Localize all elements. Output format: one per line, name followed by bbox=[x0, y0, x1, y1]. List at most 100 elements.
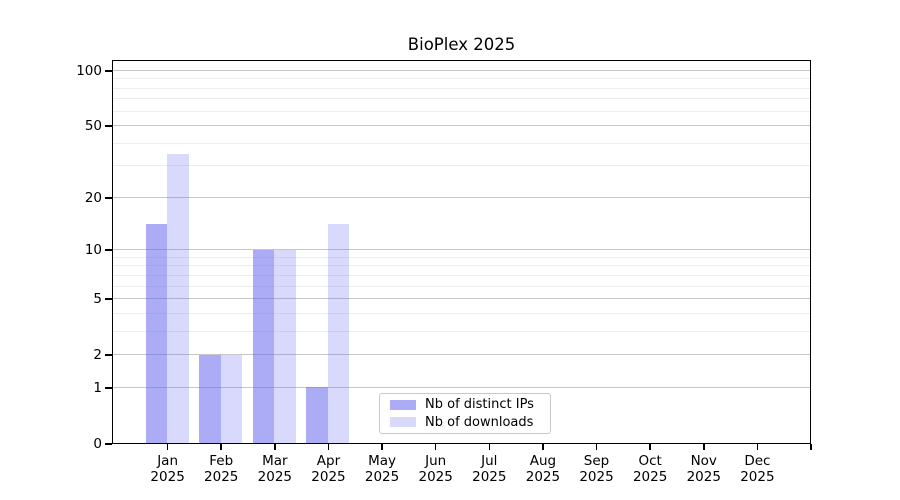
gridline-minor bbox=[113, 78, 811, 80]
x-tick-mark bbox=[274, 444, 276, 450]
x-tick-label-year: 2025 bbox=[204, 469, 239, 486]
x-tick-label-month: May bbox=[368, 453, 397, 469]
x-tick-label: Jan 2025 bbox=[135, 453, 201, 485]
y-tick-mark bbox=[105, 443, 113, 445]
y-tick-label: 20 bbox=[84, 189, 102, 206]
x-tick-label: Aug 2025 bbox=[510, 453, 576, 485]
y-tick-label: 10 bbox=[84, 242, 102, 259]
y-tick-label: 2 bbox=[93, 347, 102, 364]
plot-area bbox=[112, 60, 812, 445]
gridline-major bbox=[113, 125, 811, 127]
x-tick-mark bbox=[220, 444, 223, 450]
gridline-major bbox=[113, 249, 811, 251]
x-tick-label-year: 2025 bbox=[740, 469, 775, 486]
x-tick-label: Nov 2025 bbox=[671, 453, 737, 485]
gridline-major bbox=[113, 298, 811, 300]
x-tick-label-month: Feb bbox=[209, 453, 234, 469]
x-tick-mark bbox=[756, 444, 759, 450]
x-tick-mark bbox=[327, 444, 330, 450]
y-tick-label: 5 bbox=[93, 291, 102, 308]
y-tick-mark bbox=[105, 125, 113, 127]
x-tick-label-month: Mar bbox=[262, 453, 288, 469]
x-tick-mark bbox=[702, 444, 705, 450]
x-tick-label-year: 2025 bbox=[525, 469, 561, 486]
y-tick-mark bbox=[105, 249, 113, 251]
x-tick-label-month: Jan bbox=[157, 453, 179, 469]
y-tick-mark bbox=[105, 354, 113, 356]
x-tick-mark bbox=[434, 444, 437, 450]
gridline-minor bbox=[113, 165, 811, 167]
legend-swatch-downloads bbox=[390, 417, 416, 427]
x-tick-mark bbox=[595, 444, 598, 450]
bar-jan-downloads bbox=[167, 153, 189, 444]
y-tick-label: 100 bbox=[76, 62, 102, 79]
legend-swatch-distinct-ips bbox=[390, 400, 416, 410]
x-tick-mark bbox=[166, 444, 169, 450]
x-tick-label-month: Sep bbox=[583, 453, 610, 469]
x-tick-label-month: Oct bbox=[638, 453, 662, 469]
legend-item-distinct-ips: Nb of distinct IPs bbox=[380, 398, 550, 411]
legend-label-downloads: Nb of downloads bbox=[425, 414, 534, 430]
gridline-major bbox=[113, 69, 811, 71]
gridline-minor bbox=[113, 285, 811, 287]
x-tick-label: May 2025 bbox=[349, 453, 415, 485]
x-tick-label-month: Nov bbox=[690, 453, 717, 469]
x-tick-label: Jun 2025 bbox=[403, 453, 469, 485]
bar-apr-downloads bbox=[327, 224, 350, 444]
y-tick-label: 1 bbox=[93, 379, 102, 396]
x-tick-label-year: 2025 bbox=[150, 469, 185, 486]
x-tick-label-year: 2025 bbox=[311, 469, 346, 486]
x-tick-label: Feb 2025 bbox=[188, 453, 254, 485]
gridline-minor bbox=[113, 110, 811, 112]
x-tick-label-month: Apr bbox=[316, 453, 341, 469]
chart-title: BioPlex 2025 bbox=[407, 35, 516, 54]
x-tick-label-year: 2025 bbox=[472, 469, 507, 486]
x-tick-label: Oct 2025 bbox=[617, 453, 683, 485]
gridline-major bbox=[113, 354, 811, 356]
x-tick-label: Apr 2025 bbox=[295, 453, 361, 485]
x-tick-label-year: 2025 bbox=[257, 469, 293, 486]
x-tick-label: Jul 2025 bbox=[456, 453, 522, 485]
gridline-minor bbox=[113, 265, 811, 267]
x-tick-label-month: Dec bbox=[744, 453, 771, 469]
legend-item-downloads: Nb of downloads bbox=[380, 416, 550, 429]
x-tick-mark bbox=[810, 444, 812, 450]
x-tick-label-year: 2025 bbox=[579, 469, 614, 486]
gridline-major bbox=[113, 196, 811, 198]
y-tick-mark bbox=[105, 70, 113, 72]
y-tick-mark bbox=[105, 298, 113, 300]
bar-apr-distinct-ips bbox=[306, 387, 328, 444]
bar-mar-distinct-ips bbox=[252, 249, 275, 444]
x-tick-label-month: Jun bbox=[425, 453, 447, 469]
legend: Nb of distinct IPs Nb of downloads bbox=[379, 393, 551, 434]
gridline-minor bbox=[113, 312, 811, 314]
x-tick-mark bbox=[542, 444, 544, 450]
legend-label-distinct-ips: Nb of distinct IPs bbox=[425, 397, 534, 413]
gridline-minor bbox=[113, 330, 811, 332]
y-tick-mark bbox=[105, 197, 113, 199]
y-tick-label: 0 bbox=[93, 436, 102, 452]
x-tick-label-year: 2025 bbox=[418, 469, 453, 486]
gridline-minor bbox=[113, 98, 811, 100]
x-tick-mark bbox=[381, 444, 383, 450]
x-tick-label-year: 2025 bbox=[686, 469, 721, 486]
gridline-minor bbox=[113, 142, 811, 144]
bar-feb-distinct-ips bbox=[199, 354, 221, 444]
x-tick-mark bbox=[649, 444, 651, 450]
y-tick-label: 50 bbox=[84, 118, 102, 135]
x-tick-label: Sep 2025 bbox=[564, 453, 630, 485]
x-tick-label-year: 2025 bbox=[632, 469, 668, 486]
x-tick-mark bbox=[488, 444, 491, 450]
x-tick-label-month: Jul bbox=[481, 453, 498, 469]
y-tick-mark bbox=[105, 387, 113, 389]
bar-feb-downloads bbox=[220, 354, 243, 444]
gridline-minor bbox=[113, 87, 811, 89]
x-tick-label-month: Aug bbox=[529, 453, 557, 469]
gridline-minor bbox=[113, 274, 811, 276]
bar-mar-downloads bbox=[274, 249, 296, 444]
x-tick-label-year: 2025 bbox=[364, 469, 400, 486]
bar-jan-distinct-ips bbox=[145, 224, 167, 444]
gridline-minor bbox=[113, 256, 811, 258]
x-tick-label: Mar 2025 bbox=[242, 453, 308, 485]
